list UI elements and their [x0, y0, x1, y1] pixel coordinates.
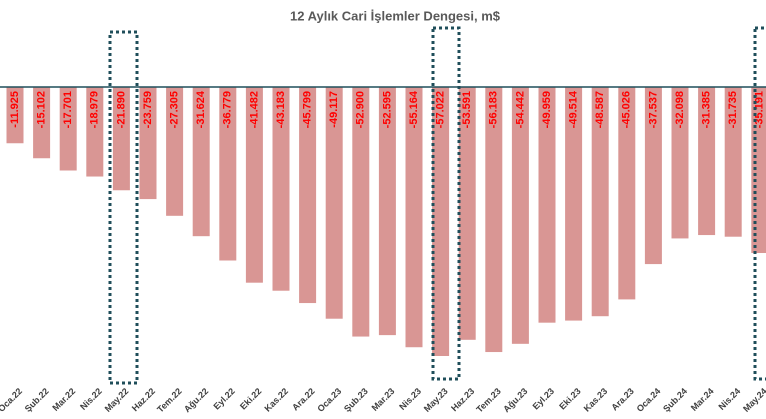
value-label: -17.701 — [62, 91, 74, 128]
x-tick-label: May.23 — [422, 386, 450, 414]
x-tick-label: Ara.23 — [609, 386, 636, 413]
x-tick-label: Ağu.22 — [182, 386, 210, 414]
x-tick-label: Şub.22 — [23, 386, 51, 414]
x-tick-label: Mar.24 — [689, 386, 716, 413]
x-tick-label: Kas.22 — [262, 386, 290, 414]
bar — [405, 87, 423, 348]
bar — [299, 87, 317, 304]
x-tick-label: Eyl.22 — [211, 386, 236, 411]
bar — [538, 87, 556, 323]
highlight-box — [431, 26, 461, 381]
bar — [86, 87, 104, 177]
bar — [458, 87, 476, 340]
value-label: -43.183 — [275, 91, 287, 128]
x-tick-label: Mar.22 — [50, 386, 77, 413]
x-tick-label: Ağu.23 — [501, 386, 529, 414]
value-label: -11.925 — [9, 91, 21, 128]
bar — [192, 87, 210, 237]
x-tick-label: Mar.23 — [370, 386, 397, 413]
value-label: -27.305 — [169, 91, 181, 128]
highlight-box — [753, 26, 766, 381]
bar — [325, 87, 343, 319]
x-tick-label: May.24 — [741, 386, 766, 414]
value-label: -45.026 — [621, 91, 633, 128]
x-tick-label: Oca.22 — [0, 386, 24, 414]
bar — [33, 87, 51, 159]
value-label: -32.098 — [674, 91, 686, 128]
value-label: -37.537 — [647, 91, 659, 128]
x-tick-label: Tem.23 — [474, 386, 503, 415]
x-tick-label: May.22 — [103, 386, 131, 414]
bar — [591, 87, 609, 317]
x-tick-label: Oca.24 — [635, 386, 663, 414]
x-tick-label: Tem.22 — [155, 386, 184, 415]
value-label: -54.442 — [514, 91, 526, 128]
value-label: -55.164 — [408, 90, 420, 128]
bar — [166, 87, 184, 216]
bar — [671, 87, 689, 239]
x-tick-label: Oca.23 — [315, 386, 343, 414]
value-label: -45.799 — [302, 91, 314, 128]
x-tick-label: Eki.23 — [557, 386, 582, 411]
bar — [59, 87, 77, 171]
x-tick-label: Nis.24 — [716, 386, 742, 412]
bar — [112, 87, 130, 191]
bar — [272, 87, 290, 291]
value-label: -53.591 — [461, 91, 473, 128]
value-label: -41.482 — [248, 91, 260, 128]
x-tick-label: Şub.24 — [661, 386, 689, 414]
value-label: -57.022 — [435, 91, 447, 128]
value-label: -18.979 — [89, 91, 101, 128]
value-label: -48.587 — [594, 91, 606, 128]
value-label: -23.759 — [142, 91, 154, 128]
value-label: -31.385 — [701, 91, 713, 128]
bar — [378, 87, 396, 336]
x-tick-label: Nis.22 — [78, 386, 104, 412]
x-tick-label: Nis.23 — [397, 386, 423, 412]
value-label: -15.102 — [36, 91, 48, 128]
bar — [511, 87, 529, 344]
value-label: -31.735 — [727, 91, 739, 128]
bar — [245, 87, 263, 283]
x-tick-label: Haz.23 — [449, 386, 476, 413]
value-label: -36.779 — [222, 91, 234, 128]
value-label: -49.959 — [541, 91, 553, 128]
value-label: -49.117 — [328, 91, 340, 128]
bar — [644, 87, 662, 265]
bar — [6, 87, 24, 144]
value-label: -52.900 — [355, 91, 367, 128]
bar — [352, 87, 370, 337]
bar — [485, 87, 503, 353]
value-label: -21.890 — [115, 91, 127, 128]
chart-title: 12 Aylık Cari İşlemler Dengesi, m$ — [290, 8, 501, 23]
bar — [724, 87, 742, 237]
value-label: -52.595 — [381, 91, 393, 128]
x-tick-label: Eyl.23 — [531, 386, 556, 411]
bars: -11.925 Oca.22 -15.102 Şub.22 -17.701 Mar.22 -… — [0, 87, 766, 415]
bar — [565, 87, 583, 321]
value-label: -49.514 — [568, 90, 580, 128]
value-label: -56.183 — [488, 91, 500, 128]
bar — [698, 87, 716, 236]
value-label: -35.191 — [754, 91, 766, 128]
x-tick-label: Kas.23 — [582, 386, 610, 414]
value-label: -31.624 — [195, 90, 207, 128]
highlight-box — [108, 30, 139, 385]
x-tick-label: Eki.22 — [238, 386, 263, 411]
bar — [219, 87, 237, 261]
bar — [432, 87, 450, 356]
x-tick-label: Ara.22 — [290, 386, 317, 413]
x-tick-label: Haz.22 — [130, 386, 157, 413]
bar — [618, 87, 636, 300]
bar — [139, 87, 157, 200]
x-tick-label: Şub.23 — [342, 386, 370, 414]
